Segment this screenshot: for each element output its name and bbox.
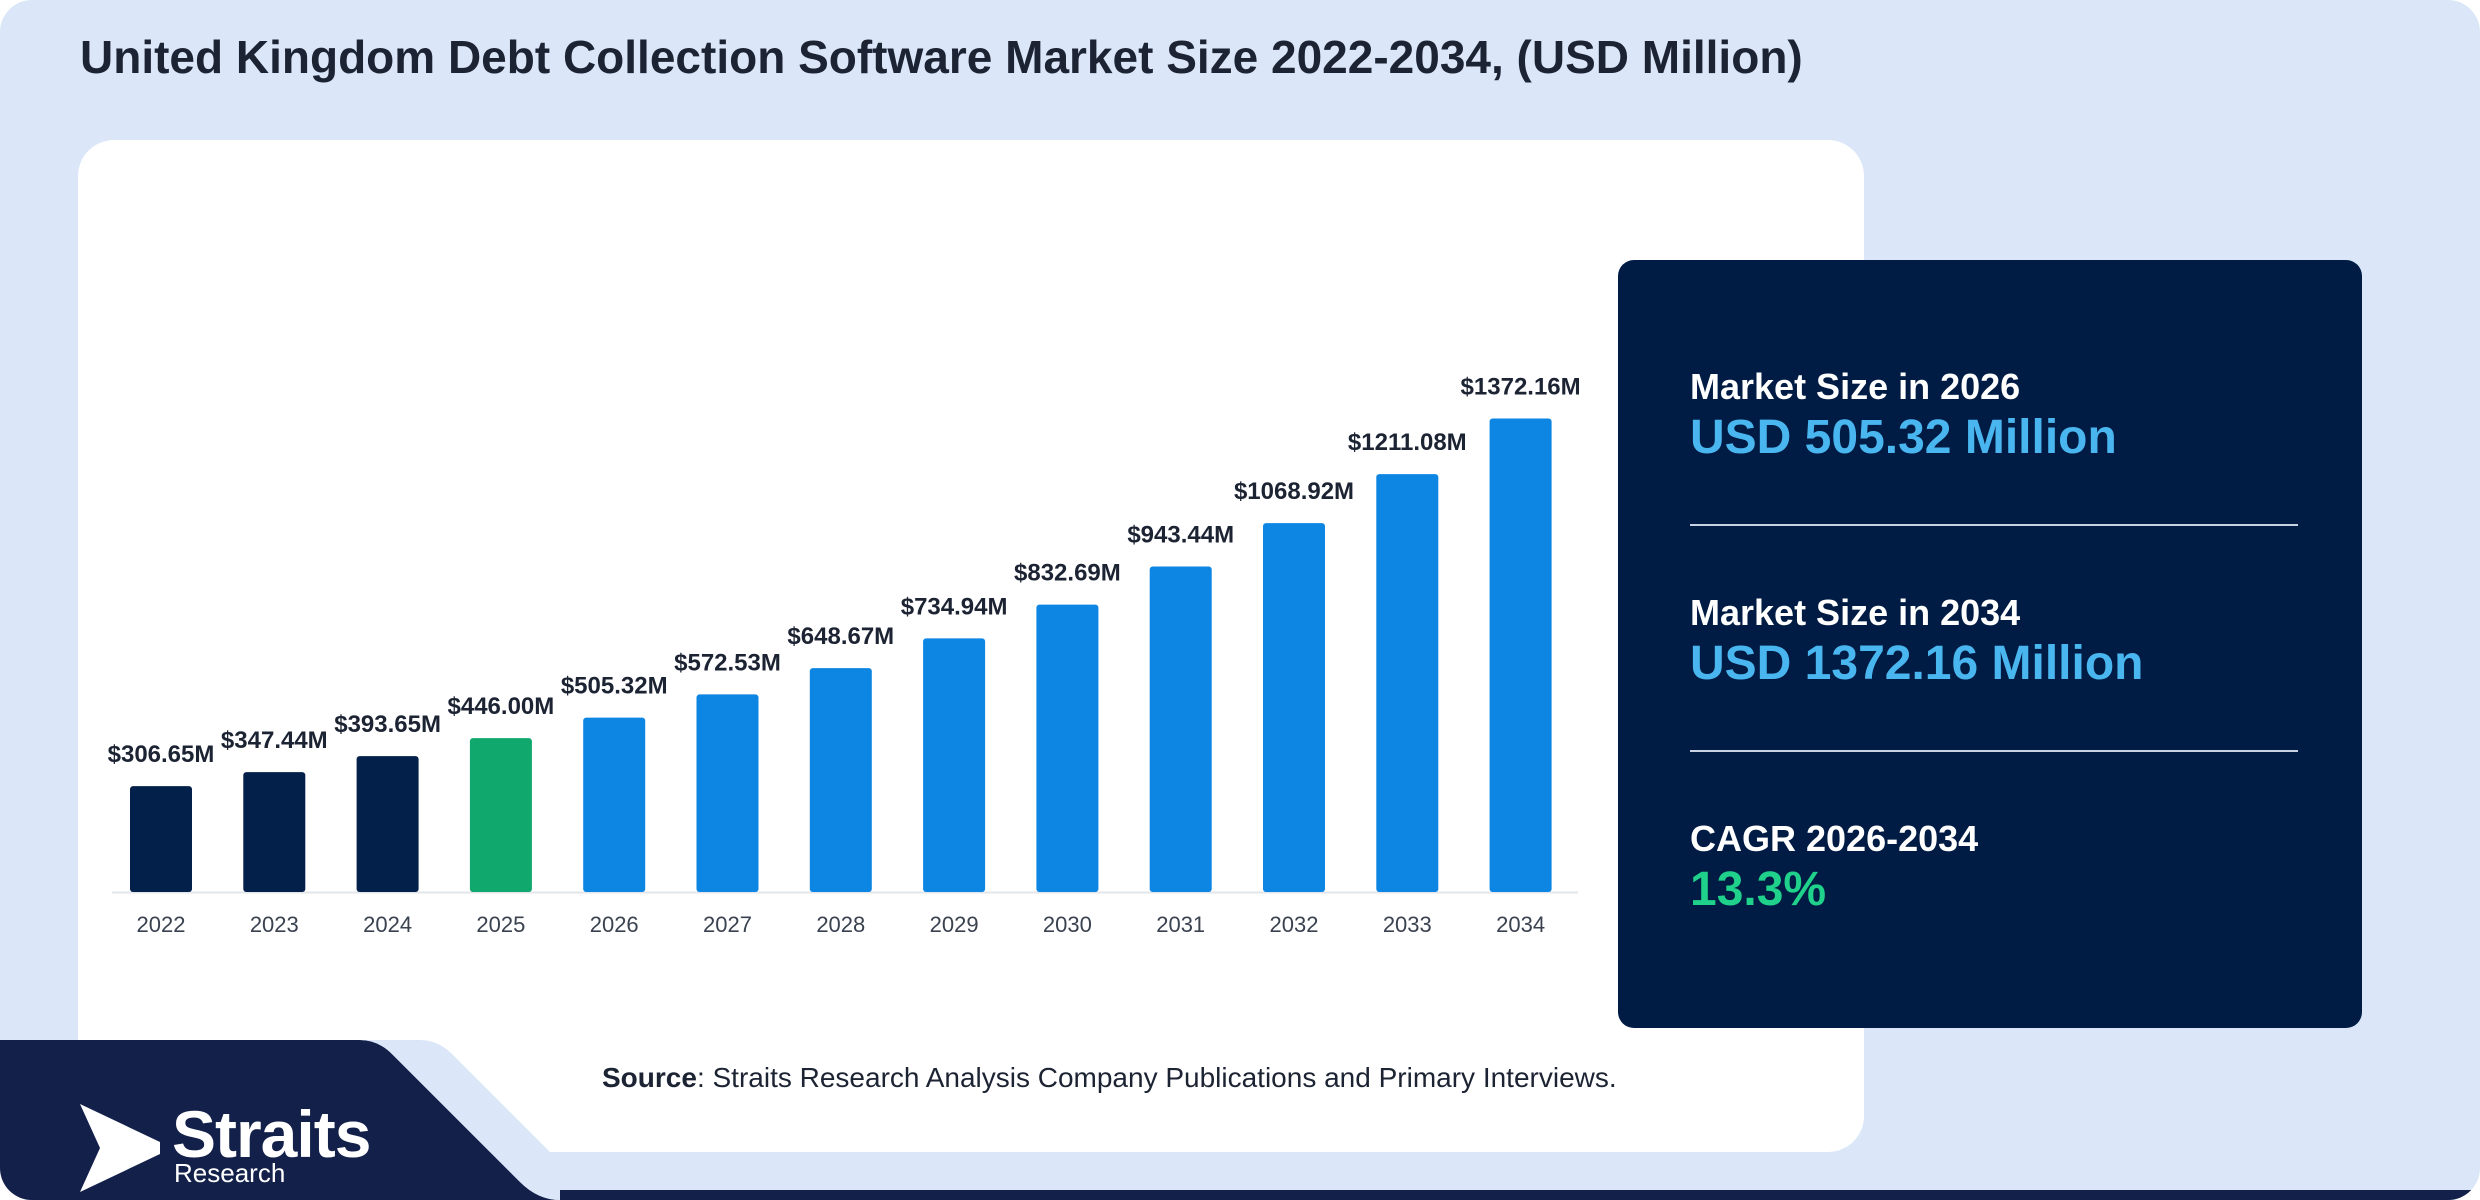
data-label-2024: $393.65M (334, 711, 441, 738)
bar-2034 (1489, 418, 1552, 892)
stat-market-size-2034: Market Size in 2034 USD 1372.16 Million (1690, 592, 2144, 691)
bar-2023 (243, 772, 306, 892)
x-tick-label-2030: 2030 (1043, 912, 1092, 937)
bar-2027 (696, 694, 759, 892)
source-prefix: Source (602, 1062, 697, 1093)
stat-value: USD 1372.16 Million (1690, 637, 2144, 690)
data-label-2022: $306.65M (108, 741, 215, 768)
stat-label: CAGR 2026-2034 (1690, 818, 1979, 859)
stats-panel: Market Size in 2026 USD 505.32 Million M… (1618, 260, 2362, 1028)
page-title: United Kingdom Debt Collection Software … (80, 31, 1803, 83)
bar-2025 (469, 738, 532, 892)
data-label-2028: $648.67M (787, 623, 894, 650)
data-label-2030: $832.69M (1014, 560, 1121, 587)
data-label-2025: $446.00M (448, 693, 555, 720)
x-tick-label-2022: 2022 (137, 912, 186, 937)
stats-divider (1690, 750, 2298, 752)
stat-value: USD 505.32 Million (1690, 411, 2117, 464)
x-tick-label-2025: 2025 (476, 912, 525, 937)
x-tick-label-2024: 2024 (363, 912, 412, 937)
logo-sub: Research (174, 1158, 286, 1188)
straits-arrow-logo-icon (80, 1104, 160, 1192)
bar-2029 (923, 638, 986, 892)
stats-divider (1690, 524, 2298, 526)
data-label-2031: $943.44M (1127, 521, 1234, 548)
x-tick-label-2031: 2031 (1156, 912, 1205, 937)
stat-value: 13.3% (1690, 863, 1827, 916)
data-label-2026: $505.32M (561, 673, 668, 700)
data-label-2033: $1211.08M (1348, 429, 1467, 456)
bar-2022 (130, 786, 192, 892)
x-tick-label-2029: 2029 (930, 912, 979, 937)
bar-2032 (1263, 523, 1325, 892)
stat-label: Market Size in 2034 (1690, 592, 2021, 633)
x-tick-label-2023: 2023 (250, 912, 299, 937)
stat-cagr: CAGR 2026-2034 13.3% (1690, 818, 1978, 917)
bar-2033 (1376, 474, 1439, 892)
x-tick-label-2026: 2026 (590, 912, 639, 937)
bar-2024 (356, 756, 419, 892)
bar-chart: $306.65M 2022 $347.44M 2023 $393.65M 2024 $446… (108, 374, 1581, 937)
bar-2030 (1036, 604, 1099, 892)
data-label-2023: $347.44M (221, 727, 328, 754)
x-tick-label-2028: 2028 (816, 912, 865, 937)
data-label-2029: $734.94M (901, 593, 1008, 620)
source-note: Source: Straits Research Analysis Compan… (602, 1062, 1617, 1094)
x-tick-label-2034: 2034 (1496, 912, 1545, 937)
stat-market-size-2026: Market Size in 2026 USD 505.32 Million (1690, 366, 2117, 465)
stat-label: Market Size in 2026 (1690, 366, 2021, 407)
data-label-2027: $572.53M (674, 649, 781, 676)
data-label-2032: $1068.92M (1234, 478, 1354, 505)
bar-2031 (1149, 566, 1212, 892)
logo-name: Straits (172, 1097, 371, 1171)
x-tick-label-2032: 2032 (1270, 912, 1319, 937)
straits-logo: Straits Research (80, 1097, 420, 1192)
data-label-2034: $1372.16M (1461, 374, 1581, 401)
x-tick-label-2027: 2027 (703, 912, 752, 937)
source-text: : Straits Research Analysis Company Publ… (696, 1062, 1617, 1093)
bar-2026 (583, 717, 646, 892)
x-tick-label-2033: 2033 (1383, 912, 1432, 937)
bar-2028 (809, 668, 872, 892)
